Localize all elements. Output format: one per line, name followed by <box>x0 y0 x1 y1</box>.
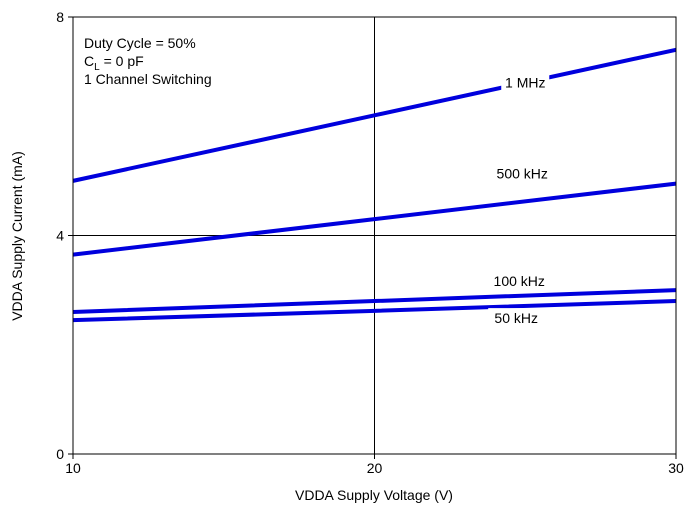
series-label-backdrop <box>488 308 545 329</box>
annotation-channel-switching: 1 Channel Switching <box>84 71 212 87</box>
y-axis-label: VDDA Supply Current (mA) <box>9 151 25 321</box>
x-tick-label: 20 <box>367 460 383 476</box>
x-tick-label: 10 <box>65 460 81 476</box>
series-label: 50 kHz <box>494 310 538 326</box>
tick-layer: 10 20 30 0 4 8 <box>56 9 684 476</box>
series-line <box>72 47 677 183</box>
annotation-load-capacitance-symbol: C <box>84 53 94 69</box>
y-tick-label: 4 <box>56 228 64 244</box>
series-line <box>72 181 677 257</box>
annotation-box: Duty Cycle = 50% CL = 0 pF 1 Channel Swi… <box>84 35 212 87</box>
series-line <box>72 288 677 314</box>
x-axis-label: VDDA Supply Voltage (V) <box>295 487 453 503</box>
series-layer <box>72 47 677 323</box>
annotation-duty-cycle: Duty Cycle = 50% <box>84 35 196 51</box>
series-label-backdrop <box>501 72 550 93</box>
annotation-load-capacitance-value: = 0 pF <box>100 53 144 69</box>
series-label-layer: 1 MHz 500 kHz 100 kHz 50 kHz <box>488 72 550 329</box>
y-tick-label: 8 <box>56 9 64 25</box>
series-label: 100 kHz <box>494 273 545 289</box>
y-tick-label: 0 <box>56 446 64 462</box>
grid-layer <box>73 17 676 454</box>
x-tick-label: 30 <box>668 460 684 476</box>
series-label: 500 kHz <box>497 166 548 182</box>
annotation-load-capacitance: CL = 0 pF <box>84 53 144 73</box>
series-label: 1 MHz <box>505 75 545 91</box>
series-line <box>72 299 677 323</box>
annotation-load-capacitance-subscript: L <box>94 62 100 73</box>
